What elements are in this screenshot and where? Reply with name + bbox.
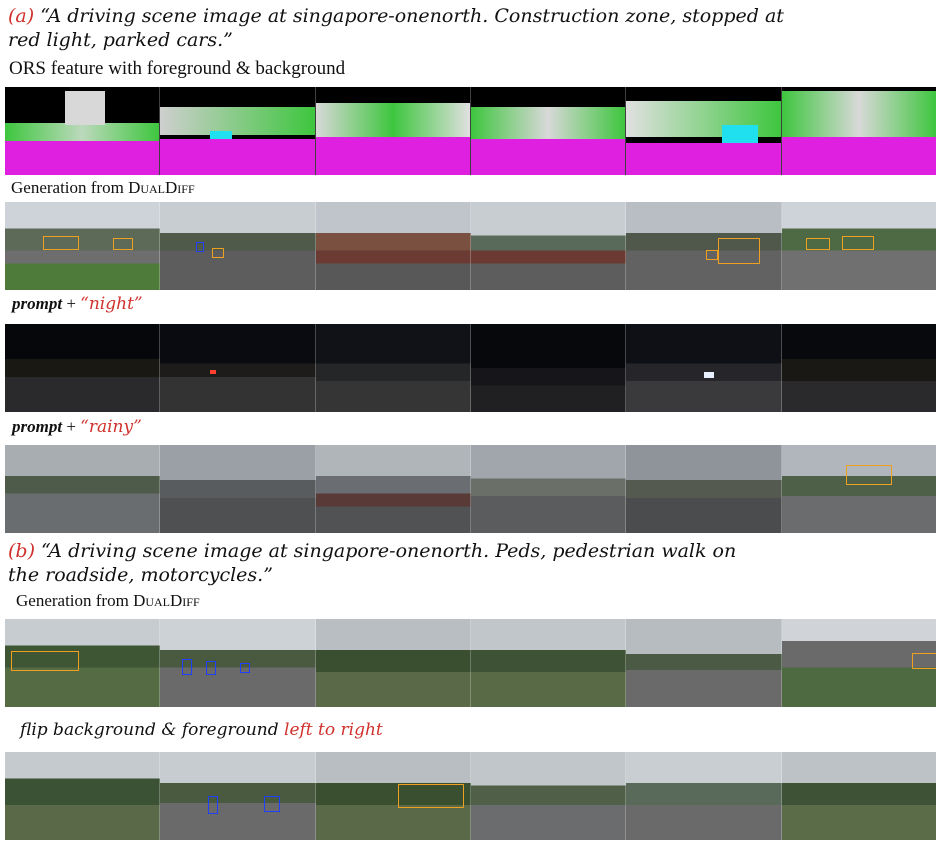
gen-a-frame-3 bbox=[315, 202, 471, 290]
rainy-frame-6 bbox=[781, 445, 936, 533]
night-plus: + bbox=[62, 294, 81, 313]
rainy-frame-4 bbox=[470, 445, 627, 533]
rainy-frame-1 bbox=[5, 445, 161, 533]
gen-label-a-model: DualDiff bbox=[128, 178, 195, 197]
panel-b-letter: (b) bbox=[8, 540, 35, 562]
night-frame-2 bbox=[160, 324, 316, 412]
gen-a-frame-5 bbox=[626, 202, 782, 290]
flipped-strip bbox=[5, 752, 936, 840]
flip-label: flip background & foreground left to rig… bbox=[20, 720, 383, 740]
generation-strip-a bbox=[5, 202, 936, 290]
night-strip bbox=[5, 324, 936, 412]
flip-frame-4 bbox=[470, 752, 627, 840]
rainy-frame-5 bbox=[626, 445, 782, 533]
rainy-frame-2 bbox=[160, 445, 316, 533]
flip-frame-3 bbox=[315, 752, 471, 840]
gen-b-frame-2 bbox=[160, 619, 316, 707]
night-prompt-word: prompt bbox=[12, 294, 63, 313]
gen-label-b: Generation from DualDiff bbox=[16, 591, 200, 611]
gen-b-frame-1 bbox=[5, 619, 161, 707]
rainy-prompt-label: prompt + “rainy” bbox=[12, 417, 142, 437]
gen-a-frame-1 bbox=[5, 202, 161, 290]
ors-frame-4 bbox=[470, 87, 627, 175]
ors-label: ORS feature with foreground & background bbox=[9, 58, 346, 79]
night-value: “night” bbox=[80, 294, 143, 314]
flip-text: flip background & foreground bbox=[20, 720, 285, 740]
gen-label-a-prefix: Generation from bbox=[11, 178, 129, 197]
gen-b-frame-3 bbox=[315, 619, 471, 707]
rainy-value: “rainy” bbox=[80, 417, 142, 437]
ors-frame-2 bbox=[160, 87, 316, 175]
panel-a-letter: (a) bbox=[8, 5, 35, 27]
flip-frame-5 bbox=[626, 752, 782, 840]
ors-frame-3 bbox=[315, 87, 471, 175]
gen-b-frame-4 bbox=[470, 619, 627, 707]
panel-a-caption: (a) “A driving scene image at singapore-… bbox=[8, 4, 933, 52]
ors-feature-strip bbox=[5, 87, 936, 175]
panel-a-caption-line2: red light, parked cars.” bbox=[8, 29, 233, 51]
flip-frame-6 bbox=[781, 752, 936, 840]
ors-frame-5 bbox=[626, 87, 782, 175]
panel-a-caption-line1: “A driving scene image at singapore-onen… bbox=[40, 5, 784, 27]
panel-b-caption-line2: the roadside, motorcycles.” bbox=[8, 564, 273, 586]
gen-a-frame-2 bbox=[160, 202, 316, 290]
flip-highlight: left to right bbox=[284, 720, 383, 740]
rainy-prompt-word: prompt bbox=[12, 417, 63, 436]
night-frame-4 bbox=[470, 324, 627, 412]
night-frame-3 bbox=[315, 324, 471, 412]
rainy-frame-3 bbox=[315, 445, 471, 533]
night-frame-5 bbox=[626, 324, 782, 412]
gen-label-b-prefix: Generation from bbox=[16, 591, 134, 610]
ors-frame-6 bbox=[781, 87, 936, 175]
flip-frame-1 bbox=[5, 752, 161, 840]
rainy-strip bbox=[5, 445, 936, 533]
panel-b-caption-line1: “A driving scene image at singapore-onen… bbox=[41, 540, 737, 562]
panel-b-caption: (b) “A driving scene image at singapore-… bbox=[8, 539, 933, 587]
gen-a-frame-4 bbox=[470, 202, 627, 290]
flip-frame-2 bbox=[160, 752, 316, 840]
night-frame-1 bbox=[5, 324, 161, 412]
gen-b-frame-5 bbox=[626, 619, 782, 707]
gen-a-frame-6 bbox=[781, 202, 936, 290]
ors-frame-1 bbox=[5, 87, 161, 175]
gen-label-a: Generation from DualDiff bbox=[11, 178, 195, 198]
night-frame-6 bbox=[781, 324, 936, 412]
gen-label-b-model: DualDiff bbox=[133, 591, 200, 610]
night-prompt-label: prompt + “night” bbox=[12, 294, 143, 314]
generation-strip-b bbox=[5, 619, 936, 707]
gen-b-frame-6 bbox=[781, 619, 936, 707]
rainy-plus: + bbox=[62, 417, 81, 436]
